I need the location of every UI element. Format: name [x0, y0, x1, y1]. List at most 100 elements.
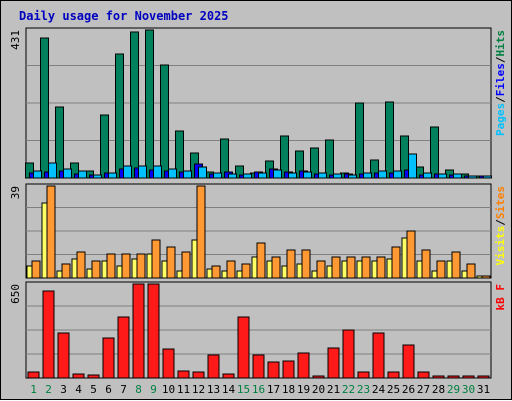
day-label-13: 13: [207, 383, 220, 396]
bar-kb-f-day-18: [282, 360, 295, 379]
day-label-15: 15: [237, 383, 250, 396]
bar-sites-day-2: [46, 185, 56, 279]
bar-pages-day-26: [408, 153, 417, 179]
day-label-7: 7: [120, 383, 127, 396]
panel-max-label: 39: [9, 186, 22, 199]
bar-pages-day-29: [453, 173, 462, 179]
bar-kb-f-day-24: [372, 332, 385, 379]
bar-pages-day-6: [108, 172, 117, 179]
day-label-19: 19: [297, 383, 310, 396]
bar-pages-day-2: [48, 162, 57, 179]
bar-pages-day-10: [168, 168, 177, 179]
bar-hits-day-23: [355, 102, 364, 179]
day-label-4: 4: [75, 383, 82, 396]
bar-kb-f-day-27: [417, 371, 430, 379]
bar-pages-day-24: [378, 170, 387, 179]
bar-pages-day-17: [273, 169, 282, 179]
bar-sites-day-29: [451, 251, 461, 279]
bar-hits-day-28: [430, 126, 439, 179]
bar-hits-day-9: [145, 29, 154, 179]
day-label-14: 14: [222, 383, 236, 396]
legend-entry: kB F: [494, 284, 507, 311]
day-label-3: 3: [60, 383, 67, 396]
bar-pages-day-16: [258, 172, 267, 179]
bar-pages-day-11: [183, 170, 192, 179]
bar-kb-f-day-9: [147, 283, 160, 379]
bar-kb-f-day-5: [87, 374, 100, 379]
bar-kb-f-day-31: [477, 375, 490, 379]
bar-pages-day-12: [198, 166, 207, 179]
bar-kb-f-day-13: [207, 354, 220, 379]
day-label-16: 16: [252, 383, 265, 396]
bar-pages-day-13: [213, 172, 222, 179]
panel-max-label: 650: [9, 284, 22, 304]
bar-kb-f-day-8: [132, 283, 145, 379]
bar-kb-f-day-14: [222, 373, 235, 379]
legend-entry: Hits: [494, 30, 507, 57]
bar-pages-day-4: [78, 170, 87, 179]
bar-sites-day-9: [151, 239, 161, 279]
bar-pages-day-21: [333, 173, 342, 179]
bar-pages-day-27: [423, 172, 432, 179]
panel-kbf: 650 kB F: [9, 281, 507, 379]
day-label-21: 21: [327, 383, 340, 396]
bar-kb-f-day-17: [267, 361, 280, 379]
panel-legend: kB F: [494, 284, 507, 311]
day-label-27: 27: [417, 383, 430, 396]
bar-sites-day-5: [91, 260, 101, 279]
bar-sites-day-6: [106, 253, 116, 279]
bar-kb-f-day-11: [177, 370, 190, 379]
chart-title: Daily usage for November 2025: [19, 9, 229, 23]
bar-kb-f-day-20: [312, 375, 325, 379]
bar-sites-day-26: [406, 230, 416, 279]
panel-visits-sites: 39 Visits/Sites: [9, 183, 507, 279]
bar-sites-day-27: [421, 249, 431, 279]
bar-sites-day-8: [136, 253, 146, 279]
bar-hits-day-8: [130, 31, 139, 179]
bar-hits-day-7: [115, 53, 124, 179]
day-label-1: 1: [30, 383, 37, 396]
legend-entry: Sites: [494, 186, 507, 219]
bar-pages-day-25: [393, 170, 402, 179]
legend-entry: Files: [494, 63, 507, 96]
bar-kb-f-day-23: [357, 371, 370, 379]
day-label-24: 24: [372, 383, 386, 396]
day-label-17: 17: [267, 383, 280, 396]
bar-kb-f-day-7: [117, 316, 130, 379]
panel-max-label: 431: [9, 30, 22, 50]
bar-pages-day-30: [468, 175, 477, 179]
legend-entry: /: [494, 96, 507, 103]
bar-pages-day-8: [138, 165, 147, 179]
day-label-18: 18: [282, 383, 295, 396]
bar-kb-f-day-22: [342, 329, 355, 379]
day-label-25: 25: [387, 383, 400, 396]
day-label-20: 20: [312, 383, 325, 396]
legend-entry: Pages: [494, 103, 507, 136]
bar-pages-day-28: [438, 173, 447, 179]
bar-pages-day-20: [318, 172, 327, 179]
day-label-22: 22: [342, 383, 355, 396]
bar-sites-day-3: [61, 263, 71, 279]
bar-hits-day-21: [325, 139, 334, 179]
panel-legend: Pages/Files/Hits: [494, 30, 507, 136]
bar-pages-day-22: [348, 174, 357, 179]
bar-kb-f-day-30: [462, 375, 475, 379]
day-label-11: 11: [177, 383, 190, 396]
day-label-5: 5: [90, 383, 97, 396]
legend-entry: /: [494, 56, 507, 63]
bar-sites-day-13: [211, 265, 221, 279]
bar-sites-day-20: [316, 260, 326, 279]
bar-sites-day-22: [346, 256, 356, 279]
day-label-23: 23: [357, 383, 370, 396]
day-label-9: 9: [150, 383, 157, 396]
bar-sites-day-12: [196, 185, 206, 279]
bar-sites-day-19: [301, 249, 311, 279]
day-label-30: 30: [462, 383, 475, 396]
bar-kb-f-day-10: [162, 348, 175, 379]
bar-hits-day-10: [160, 64, 169, 179]
bar-sites-day-10: [166, 246, 176, 279]
bar-kb-f-day-28: [432, 375, 445, 379]
